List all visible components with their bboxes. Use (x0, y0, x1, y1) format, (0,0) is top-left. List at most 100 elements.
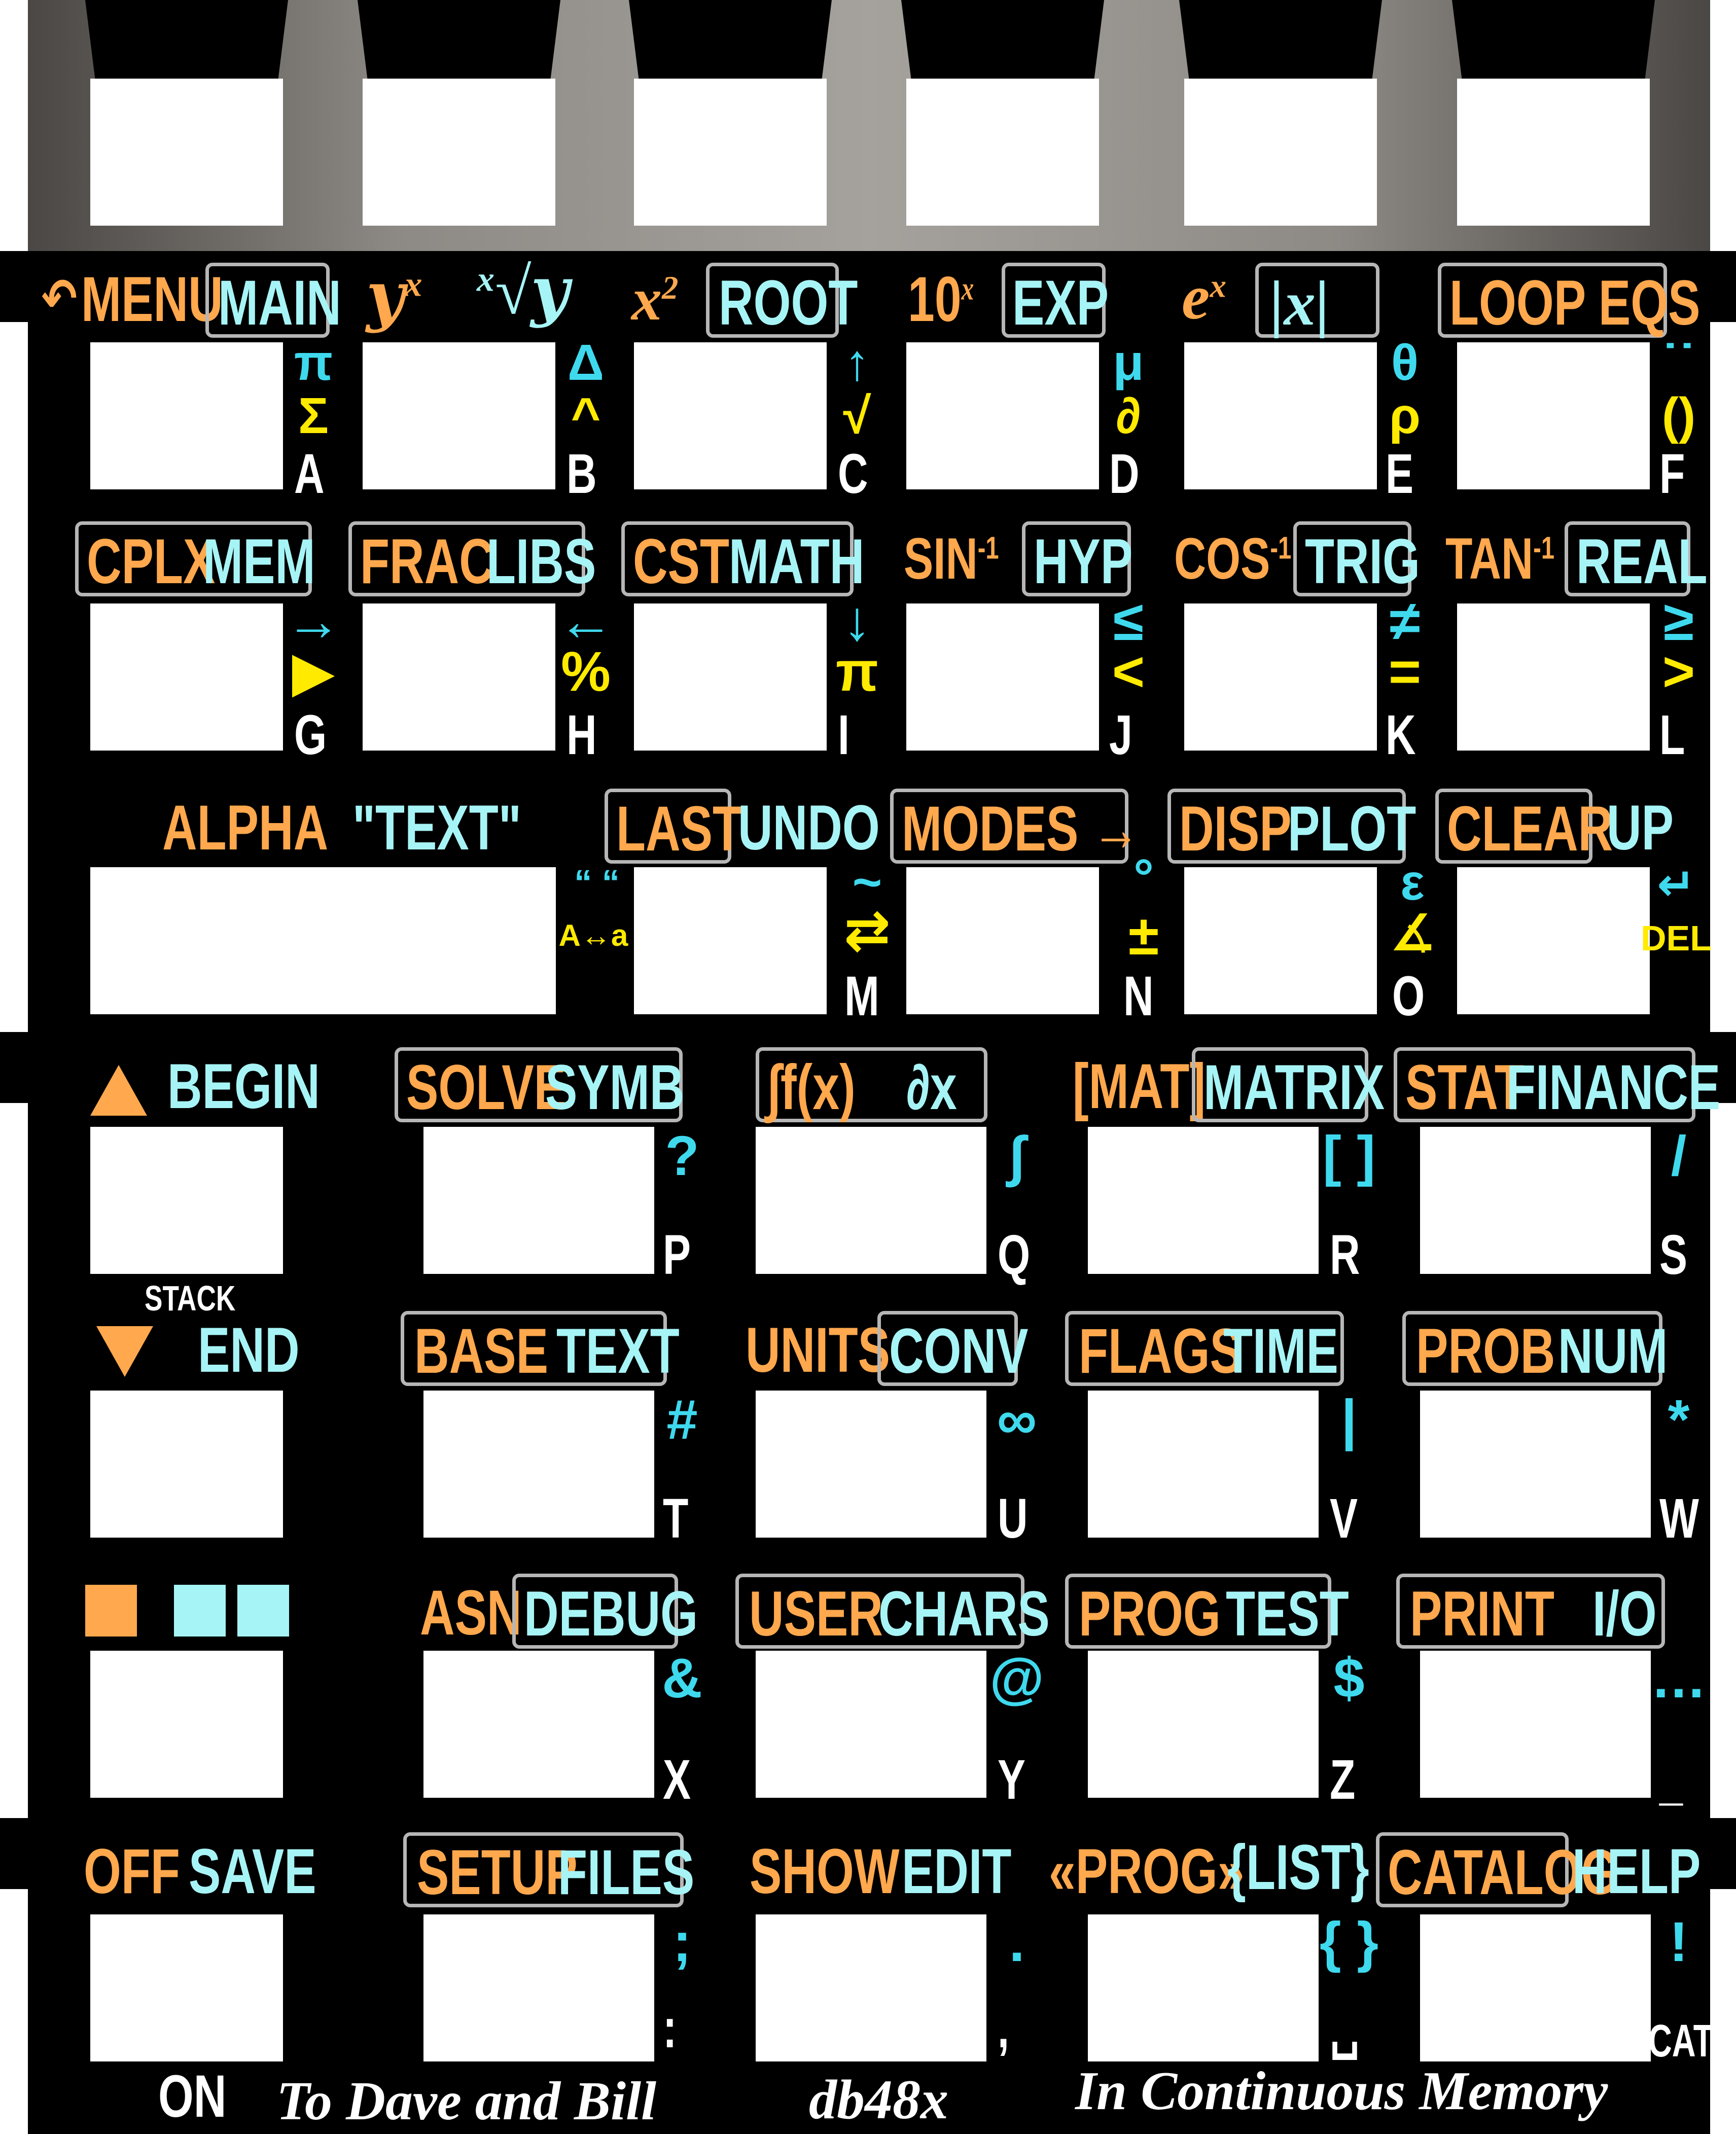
softkey-4[interactable] (906, 79, 1099, 226)
alpha-sym-row4-4: / (1671, 1125, 1687, 1187)
math-label: MATH (729, 526, 865, 597)
alpha-letter-row5-2: U (998, 1487, 1028, 1550)
alpha-sym-h-upper: ← (558, 590, 614, 652)
alpha-sym-row6-1: & (662, 1647, 702, 1710)
key-row2-1[interactable] (90, 603, 283, 751)
deriv-label: ∂x (906, 1052, 957, 1123)
key-row7-1[interactable] (90, 1914, 283, 2061)
symb-label: SYMB (545, 1052, 685, 1123)
key-row1-6[interactable] (1457, 342, 1650, 489)
ten-power-x-label: 10x (908, 264, 974, 335)
alpha-letter-row7-2: , (998, 1997, 1009, 2059)
alpha-sym-row4-3: [ ] (1323, 1125, 1375, 1187)
key-row4-1[interactable] (90, 1127, 283, 1274)
plot-label: PLOT (1288, 794, 1416, 864)
key-row2-5[interactable] (1184, 603, 1377, 751)
list-label: {LIST} (1227, 1832, 1369, 1903)
key-row1-4[interactable] (906, 342, 1099, 489)
key-row2-4[interactable] (906, 603, 1099, 751)
key-row4-2[interactable] (423, 1127, 654, 1274)
root-label: ROOT (719, 268, 858, 338)
alpha-sym-e-lower: ρ (1389, 387, 1421, 444)
key-row4-5[interactable] (1420, 1127, 1651, 1274)
key-row3-2[interactable] (634, 867, 827, 1014)
key-row5-4[interactable] (1088, 1391, 1319, 1538)
alpha-sym-row7-3: { } (1319, 1911, 1379, 1973)
key-row7-4[interactable] (1088, 1914, 1319, 2061)
key-row2-6[interactable] (1457, 603, 1650, 751)
shift-up-triangle-icon (90, 1065, 147, 1116)
alpha-sym-d-lower: ∂ (1116, 387, 1141, 444)
softkey-5[interactable] (1184, 79, 1377, 226)
key-row1-1[interactable] (90, 342, 283, 489)
softkey-6[interactable] (1457, 79, 1650, 226)
alpha-sym-l-upper: ≥ (1663, 590, 1694, 652)
key-row6-4[interactable] (1088, 1651, 1319, 1798)
chars-label: CHARS (878, 1579, 1050, 1649)
cos-inv: -1 (1270, 530, 1292, 566)
key-row6-3[interactable] (756, 1651, 986, 1798)
enter-key[interactable] (90, 867, 556, 1014)
modes-box: MODES → (890, 789, 1140, 864)
plus-minus-glyph: ± (1128, 904, 1159, 967)
alpha-sym-a-lower: Σ (298, 387, 329, 444)
key-row4-4[interactable] (1088, 1127, 1319, 1274)
mat-label: [MAT] (1073, 1051, 1206, 1122)
x-squared-label: x2 (631, 265, 679, 333)
setup-label: SETUP (417, 1837, 578, 1908)
cat-label: CAT (1648, 2016, 1714, 2067)
softkey-1[interactable] (90, 79, 283, 226)
alpha-sym-i-upper: ↓ (843, 590, 871, 652)
alpha-letter-o: O (1392, 965, 1425, 1027)
key-row1-2[interactable] (363, 342, 555, 489)
softkey-2[interactable] (363, 79, 555, 226)
cst-math-box: CST MATH (621, 521, 864, 596)
key-row5-1[interactable] (90, 1391, 283, 1538)
alpha-letter-f: F (1659, 443, 1685, 505)
key-row3-4[interactable] (1184, 867, 1377, 1014)
key-row6-2[interactable] (423, 1651, 654, 1798)
key-row6-1[interactable] (90, 1651, 283, 1798)
integ-deriv-box: ∫f(x) ∂x (756, 1047, 987, 1122)
hyp-label: HYP (1034, 526, 1133, 597)
catalog-label: CATALOG (1388, 1837, 1619, 1908)
edit-label: EDIT (902, 1836, 1012, 1907)
key-row3-5[interactable] (1457, 867, 1650, 1014)
alpha-sym-row4-1: ? (665, 1125, 699, 1187)
alpha-letter-c: C (838, 443, 868, 505)
key-row7-5[interactable] (1420, 1914, 1651, 2061)
alpha-letter-row6-1: X (663, 1749, 691, 1811)
conv-box: CONV (877, 1311, 1028, 1386)
softkey-slot-4 (901, 0, 1104, 81)
alpha-letter-row4-2: Q (998, 1224, 1031, 1286)
frac-label: FRAC (360, 526, 494, 597)
flags-label: FLAGS (1079, 1316, 1242, 1386)
key-row4-3[interactable] (756, 1127, 986, 1274)
key-row2-2[interactable] (363, 603, 555, 751)
e-power-x-label: ex (1182, 263, 1226, 333)
hyp-box: HYP (1022, 521, 1133, 597)
key-row3-3[interactable] (906, 867, 1099, 1014)
swap-glyph: ⇄ (843, 899, 891, 962)
key-row5-2[interactable] (423, 1391, 654, 1538)
footer-dedication: To Dave and Bill (276, 2071, 657, 2131)
base-label: BASE (414, 1316, 548, 1386)
key-row1-5[interactable] (1184, 342, 1377, 489)
key-row5-3[interactable] (756, 1391, 986, 1538)
alpha-sym-k-upper: ≠ (1389, 590, 1421, 652)
stack-label: STACK (145, 1278, 236, 1318)
key-row6-5[interactable] (1420, 1651, 1651, 1798)
cos-text: COS (1174, 526, 1270, 591)
alpha-sym-row7-2: . (1009, 1911, 1025, 1973)
alpha-sym-g-upper: → (286, 590, 341, 652)
key-row5-5[interactable] (1420, 1391, 1651, 1538)
key-row7-3[interactable] (756, 1914, 986, 2061)
debug-label: DEBUG (524, 1579, 698, 1649)
alpha-sym-c-upper: ↑ (844, 334, 870, 391)
softkey-3[interactable] (634, 79, 827, 226)
key-row2-3[interactable] (634, 603, 827, 751)
alpha-letter-j: J (1109, 704, 1132, 766)
key-row1-3[interactable] (634, 342, 827, 489)
softkey-slot-6 (1452, 0, 1655, 81)
key-row7-2[interactable] (423, 1914, 654, 2061)
